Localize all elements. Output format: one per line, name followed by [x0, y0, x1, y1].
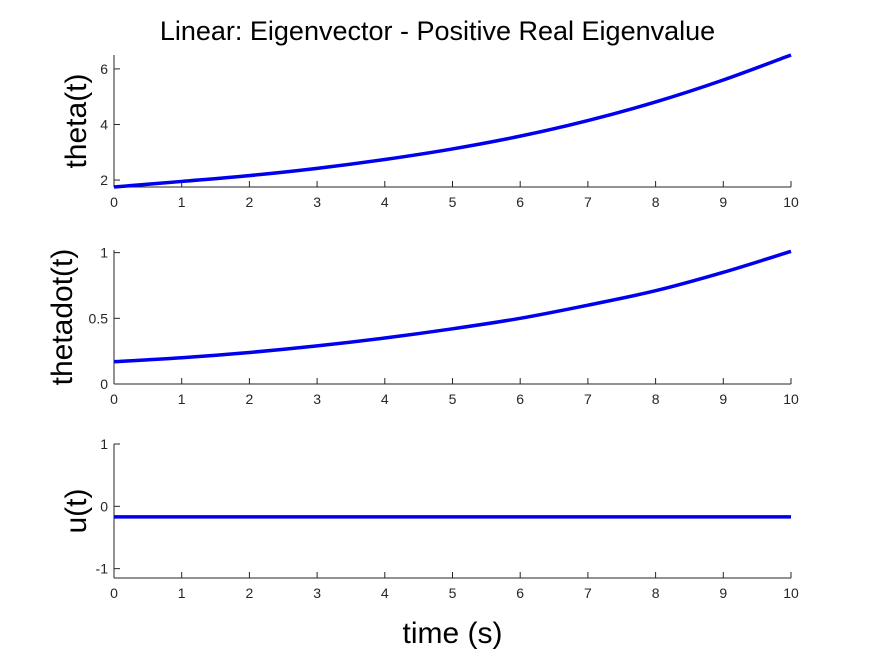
x-tick-label: 1 [178, 194, 186, 210]
x-axis-label: time (s) [403, 617, 503, 650]
y-tick-label: 4 [100, 116, 108, 132]
y-axis-label: thetadot(t) [46, 249, 79, 386]
x-tick-label: 7 [584, 194, 592, 210]
x-tick-label: 7 [584, 391, 592, 407]
x-tick-label: 6 [516, 391, 524, 407]
x-tick-label: 2 [246, 194, 254, 210]
x-tick-label: 5 [449, 585, 457, 601]
y-tick-label: 1 [100, 436, 108, 452]
x-tick-label: 7 [584, 585, 592, 601]
series-line-1 [113, 249, 792, 364]
x-tick-label: 3 [313, 391, 321, 407]
y-tick-label: 1 [100, 245, 108, 261]
y-tick-label: 0.5 [89, 310, 109, 326]
x-tick-label: 8 [652, 194, 660, 210]
y-tick-label: 0 [100, 376, 108, 392]
y-axis-label: theta(t) [60, 73, 93, 168]
x-tick-label: 10 [783, 391, 799, 407]
subplot-2: 0 1 2 3 4 5 6 7 8 9 10 0 0.5 1 thetadot(t) [46, 245, 799, 407]
x-tick-label: 2 [246, 585, 254, 601]
y-tick-label: -1 [96, 561, 109, 577]
x-tick-label: 5 [449, 194, 457, 210]
x-tick-label: 6 [516, 585, 524, 601]
x-tick-label: 8 [652, 391, 660, 407]
x-tick-label: 6 [516, 194, 524, 210]
series-line-1 [113, 53, 792, 189]
x-tick-label: 9 [719, 194, 727, 210]
x-tick-label: 3 [313, 194, 321, 210]
x-tick-label: 0 [110, 585, 118, 601]
x-tick-label: 4 [381, 391, 389, 407]
x-tick-label: 8 [652, 585, 660, 601]
x-tick-label: 1 [178, 585, 186, 601]
x-tick-label: 2 [246, 391, 254, 407]
x-tick-label: 3 [313, 585, 321, 601]
x-tick-label: 9 [719, 391, 727, 407]
x-tick-label: 10 [783, 585, 799, 601]
x-tick-label: 0 [110, 391, 118, 407]
y-tick-label: 0 [100, 498, 108, 514]
y-axis-label: u(t) [60, 489, 93, 534]
y-tick-label: 2 [100, 172, 108, 188]
subplot-1: 0 1 2 3 4 5 6 7 8 9 10 2 4 6 theta(t) Linear: Eigenvect… [60, 16, 799, 210]
x-tick-label: 9 [719, 585, 727, 601]
x-tick-label: 0 [110, 194, 118, 210]
x-tick-label: 5 [449, 391, 457, 407]
x-tick-label: 4 [381, 194, 389, 210]
x-tick-label: 10 [783, 194, 799, 210]
x-tick-label: 1 [178, 391, 186, 407]
x-tick-label: 4 [381, 585, 389, 601]
chart-title: Linear: Eigenvector - Positive Real Eige… [160, 16, 715, 46]
y-tick-label: 6 [100, 61, 108, 77]
